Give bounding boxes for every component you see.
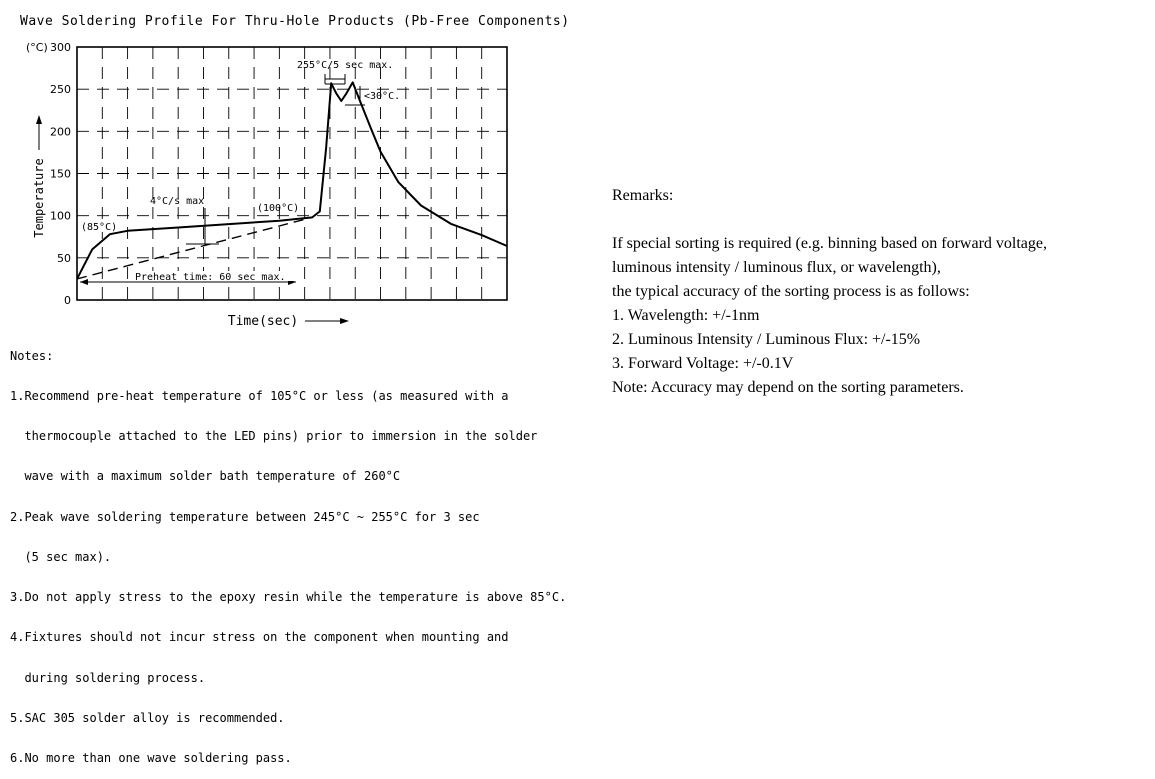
remarks-line: 2. Luminous Intensity / Luminous Flux: +…: [612, 331, 921, 348]
rate-annotation: 4°C/s max: [150, 196, 204, 207]
note-line: thermocouple attached to the LED pins) p…: [10, 429, 538, 444]
note-line: 5.SAC 305 solder alloy is recommended.: [10, 710, 285, 725]
remarks-line: If special sorting is required (e.g. bin…: [612, 235, 1047, 252]
x-axis-arrow-head: [340, 318, 349, 324]
y-axis-arrow-head: [36, 115, 42, 124]
chart-series: [76, 81, 508, 280]
band-annotation: <30°C.: [364, 91, 400, 102]
note-line: 1.Recommend pre-heat temperature of 105°…: [10, 389, 509, 404]
y-tick-label: 0: [64, 294, 71, 307]
remarks-section: Remarks: If special sorting is required …: [612, 184, 1047, 400]
label-backdrop: [133, 271, 293, 281]
y-unit-label: (°C): [26, 41, 48, 54]
remarks-line: 1. Wavelength: +/-1nm: [612, 307, 760, 324]
profile-curve: [76, 81, 508, 280]
remarks-line: 3. Forward Voltage: +/-0.1V: [612, 355, 794, 372]
y-tick-label: 250: [50, 83, 71, 96]
chart-axes: 0 50 100 150 200 250 300(°C) Temperature Time(se…: [26, 41, 508, 329]
preheat-ramp-line: [76, 216, 313, 280]
remarks-spacer: [612, 208, 1047, 232]
peak-annotation: 255°C/5 sec max.: [297, 60, 393, 71]
chart-grid: [77, 47, 507, 300]
label-backdrop: [80, 220, 116, 232]
temp-100-annotation: (100°C): [257, 203, 299, 214]
y-tick-label: 300: [50, 41, 71, 54]
x-axis-label: Time(sec): [228, 314, 298, 329]
note-line: during soldering process.: [10, 670, 206, 685]
y-tick-label: 150: [50, 168, 71, 181]
note-line: wave with a maximum solder bath temperat…: [10, 469, 401, 484]
y-tick-label: 200: [50, 125, 71, 138]
note-line: (5 sec max).: [10, 549, 112, 564]
preheat-arrow-left: [80, 279, 88, 285]
remarks-line: the typical accuracy of the sorting proc…: [612, 283, 970, 300]
y-tick-label: 100: [50, 210, 71, 223]
remarks-line: luminous intensity / luminous flux, or w…: [612, 259, 941, 276]
soldering-profile-chart: 0 50 100 150 200 250 300(°C) Temperature Time(se…: [26, 41, 508, 329]
chart-title: Wave Soldering Profile For Thru-Hole Pro…: [20, 14, 570, 29]
plot-frame: [76, 46, 508, 301]
remarks-line: Note: Accuracy may depend on the sorting…: [612, 379, 964, 396]
note-line: 4.Fixtures should not incur stress on th…: [10, 630, 509, 645]
preheat-annotation: Preheat time: 60 sec max.: [135, 272, 286, 283]
y-axis-label: Temperature: [32, 158, 46, 237]
notes-section: Notes: 1.Recommend pre-heat temperature …: [10, 323, 566, 779]
temp-85-annotation: (85°C): [81, 222, 117, 233]
notes-heading: Notes:: [10, 348, 54, 363]
y-tick-label: 50: [57, 252, 71, 265]
note-line: 2.Peak wave soldering temperature betwee…: [10, 509, 480, 524]
note-line: 6.No more than one wave soldering pass.: [10, 751, 292, 765]
chart-annotations: 255°C/5 sec max. <30°C. 4°C/s max (100°C) (8…: [80, 60, 400, 285]
note-line: 3.Do not apply stress to the epoxy resin…: [10, 590, 567, 605]
remarks-heading: Remarks:: [612, 187, 674, 204]
